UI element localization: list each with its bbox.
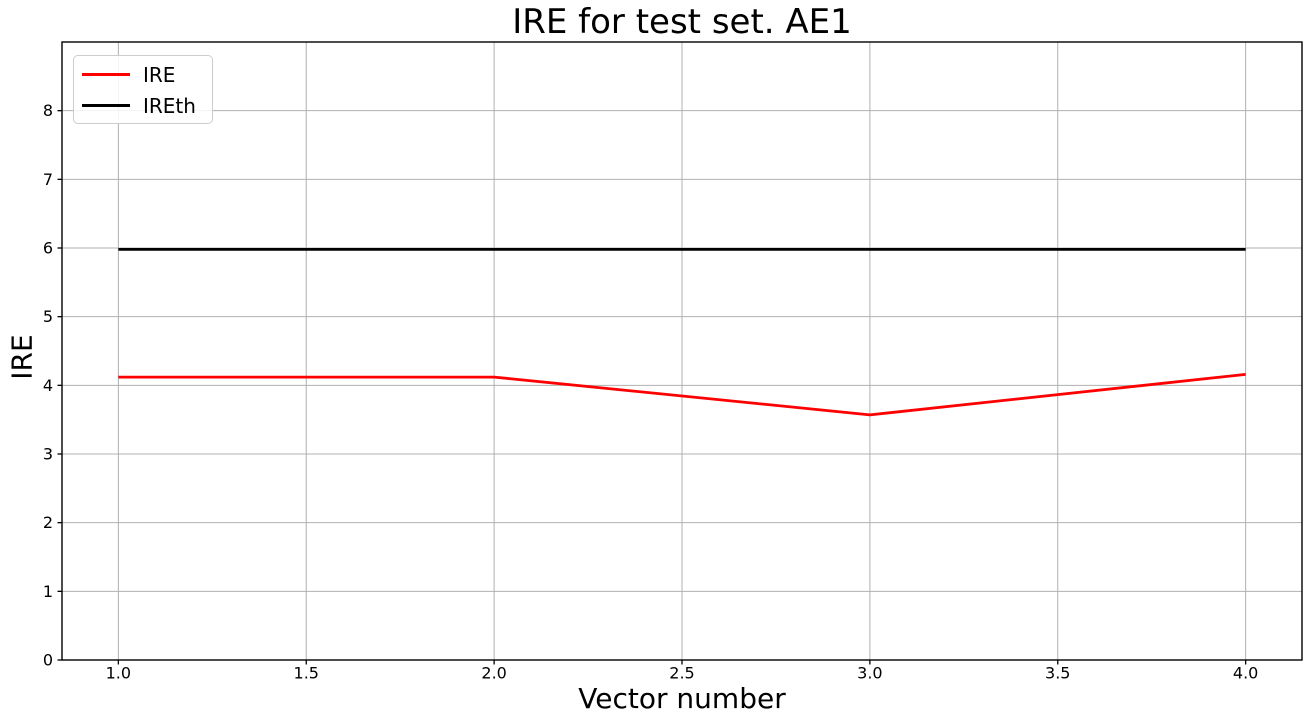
x-axis-label: Vector number <box>578 682 786 715</box>
y-tick-label: 8 <box>43 101 53 120</box>
legend-label-ire: IRE <box>143 62 176 87</box>
y-tick-label: 1 <box>43 582 53 601</box>
y-tick-label: 3 <box>43 445 53 464</box>
y-tick-label: 4 <box>43 376 53 395</box>
y-tick-label: 0 <box>43 651 53 670</box>
legend-label-ireth: IREth <box>143 93 196 118</box>
legend-line-sample-ire <box>82 72 130 77</box>
x-tick-label: 1.5 <box>294 664 319 683</box>
legend-item-ireth: IREth <box>82 90 212 121</box>
series-line-ire <box>118 372 1246 417</box>
chart-title: IRE for test set. AE1 <box>512 2 852 42</box>
y-axis-label: IRE <box>5 334 39 380</box>
legend: IRE IREth <box>73 55 213 124</box>
x-tick-label: 3.5 <box>1045 664 1070 683</box>
x-tick-label: 3.0 <box>857 664 882 683</box>
y-tick-label: 6 <box>43 239 53 258</box>
y-tick-label: 2 <box>43 513 53 532</box>
x-tick-label: 2.5 <box>669 664 694 683</box>
x-tick-label: 4.0 <box>1233 664 1258 683</box>
y-tick-label: 5 <box>43 307 53 326</box>
y-tick-label: 7 <box>43 170 53 189</box>
legend-item-ire: IRE <box>82 59 212 90</box>
legend-line-sample-ireth <box>82 103 130 108</box>
x-tick-label: 2.0 <box>481 664 506 683</box>
x-tick-label: 1.0 <box>106 664 131 683</box>
